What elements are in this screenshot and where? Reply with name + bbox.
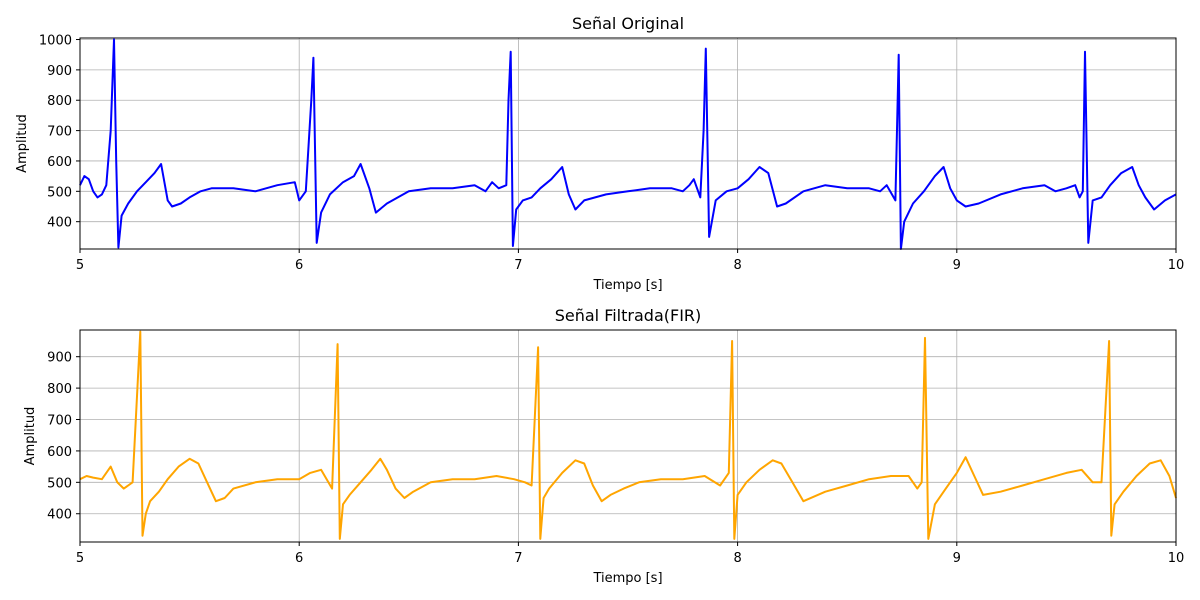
- chart-1-x-tick-label: 10: [1168, 258, 1185, 273]
- chart-2-x-axis-label: Tiempo [s]: [592, 571, 662, 586]
- chart-2-plot-frame: [79, 329, 1177, 543]
- chart-1-x-tick-label: 5: [76, 258, 84, 273]
- chart-2-y-tick-label: 500: [47, 476, 72, 491]
- chart-1-title: Señal Original: [572, 14, 684, 33]
- chart-1-y-tick-label: 600: [47, 155, 72, 170]
- chart-2-title: Señal Filtrada(FIR): [555, 306, 702, 325]
- chart-1-series-line: [79, 38, 1177, 250]
- chart-2-series-line: [79, 330, 1177, 540]
- chart-1-x-tick-label: 9: [953, 258, 961, 273]
- chart-1-y-tick-label: 1000: [39, 34, 72, 49]
- chart-2-x-tick-label: 6: [295, 551, 303, 566]
- chart-2-x-tick-label: 7: [514, 551, 522, 566]
- chart-2-y-axis-label: Amplitud: [23, 407, 38, 466]
- chart-1-y-tick-label: 400: [47, 216, 72, 231]
- chart-2-x-tick-label: 10: [1168, 551, 1185, 566]
- chart-2-y-tick-label: 600: [47, 445, 72, 460]
- chart-1-x-tick-label: 8: [733, 258, 741, 273]
- chart-2-x-tick-label: 9: [953, 551, 961, 566]
- chart-2-y-tick-label: 700: [47, 414, 72, 429]
- chart-1-y-axis-label: Amplitud: [15, 114, 30, 173]
- chart-2-x-tick-label: 5: [76, 551, 84, 566]
- chart-1-y-tick-label: 900: [47, 64, 72, 79]
- chart-1-x-tick-label: 7: [514, 258, 522, 273]
- chart-1-plot-frame: [79, 37, 1177, 250]
- chart-2-y-tick-label: 400: [47, 508, 72, 523]
- chart-2-y-tick-label: 900: [47, 351, 72, 366]
- chart-1-y-tick-label: 700: [47, 125, 72, 140]
- chart-2-x-tick-label: 8: [733, 551, 741, 566]
- chart-2-y-tick-label: 800: [47, 382, 72, 397]
- chart-1-y-tick-label: 800: [47, 94, 72, 109]
- chart-1-y-tick-label: 500: [47, 185, 72, 200]
- chart-1-x-axis-label: Tiempo [s]: [592, 278, 662, 293]
- chart-1-x-tick-label: 6: [295, 258, 303, 273]
